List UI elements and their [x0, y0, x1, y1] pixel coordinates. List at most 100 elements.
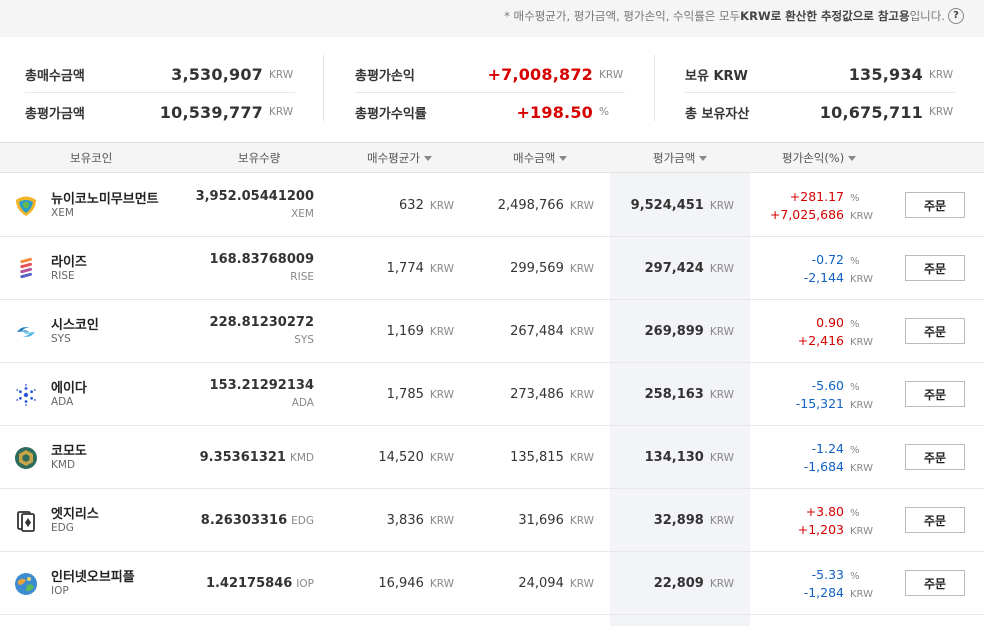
buy-amount-unit: KRW [569, 200, 594, 212]
pnl-rate-value: -1.24 [811, 441, 844, 456]
notice-bold: KRW로 환산한 추정값으로 참고용 [740, 9, 910, 23]
coin-name[interactable]: 코모도 [51, 444, 87, 459]
order-button[interactable]: 주문 [905, 444, 965, 470]
sort-caret-icon [699, 156, 708, 161]
pnl-amount-value: -1,284 [803, 585, 844, 600]
avg-price-unit: KRW [429, 578, 454, 590]
pnl-rate-value: 0.90 [816, 315, 844, 330]
coin-name[interactable]: 엣지리스 [51, 507, 99, 522]
pnl-amount-unit: KRW [850, 400, 873, 411]
holding-qty-value: 3,952.05441200 [195, 189, 314, 204]
header-buy-label: 매수금액 [513, 151, 556, 165]
eval-amount: 297,424 KRW [645, 261, 734, 276]
coin-name[interactable]: 에이다 [51, 381, 87, 396]
coin-name[interactable]: 인터넷오브피플 [51, 570, 135, 585]
buy-amount: 273,486 KRW [510, 387, 594, 402]
pnl-amount-unit: KRW [850, 526, 873, 537]
eval-amount-value: 32,898 [653, 513, 704, 528]
eval-amount: 134,130 KRW [645, 450, 734, 465]
sys-icon [14, 320, 38, 344]
total-buy-value: 3,530,907 [171, 65, 263, 84]
coin-name[interactable]: 시스코인 [51, 318, 99, 333]
avg-price: 16,946 KRW [378, 576, 454, 591]
iop-icon [14, 572, 38, 596]
total-eval-unit: KRW [269, 106, 294, 118]
header-eval[interactable]: 평가금액 [653, 143, 708, 173]
holding-row[interactable]: 뉴이코노미무브먼트 XEM 3,952.05441200 XEM 632 KRW 2,498… [0, 174, 984, 237]
coin-name[interactable]: 라이즈 [51, 255, 87, 270]
holding-row[interactable]: 시스코인 SYS 228.81230272 SYS 1,169 KRW 267,484 KRW… [0, 300, 984, 363]
buy-amount-value: 2,498,766 [497, 198, 564, 213]
coin-name[interactable]: 뉴이코노미무브먼트 [51, 192, 159, 207]
coin-symbol: SYS [51, 333, 71, 345]
order-button[interactable]: 주문 [905, 570, 965, 596]
pnl-amount-value: -2,144 [803, 270, 844, 285]
kmd-icon [14, 446, 38, 470]
holding-qty-unit: ADA [291, 397, 314, 409]
pnl-rate: -1.24% [812, 441, 870, 456]
buy-amount-unit: KRW [569, 452, 594, 464]
total-pnl-label: 총평가손익 [355, 69, 415, 84]
avg-price-value: 1,774 [386, 261, 424, 276]
sort-caret-icon [559, 156, 568, 161]
rise-icon [14, 257, 38, 281]
eval-amount-unit: KRW [709, 200, 734, 212]
notice-prefix: * 매수평균가, 평가금액, 평가손익, 수익률은 모두 [504, 9, 741, 23]
pnl-amount-unit: KRW [850, 589, 873, 600]
header-coin: 보유코인 [70, 151, 113, 165]
xem-icon [14, 194, 38, 218]
eval-amount: 32,898 KRW [654, 513, 734, 528]
krw-value: 135,934 [848, 65, 923, 84]
notice-text: * 매수평균가, 평가금액, 평가손익, 수익률은 모두 KRW로 환산한 추정… [504, 8, 964, 24]
summary-divider [323, 55, 324, 121]
holding-row[interactable]: 코모도 KMD 9.35361321 KMD 14,520 KRW 135,815 KRW 13… [0, 426, 984, 489]
coin-symbol: EDG [51, 522, 74, 534]
holding-row[interactable]: 인터넷오브피플 IOP 1.42175846 IOP 16,946 KRW 24,094 KR… [0, 552, 984, 615]
order-button[interactable]: 주문 [905, 381, 965, 407]
eval-amount-unit: KRW [709, 578, 734, 590]
holding-qty-value: 153.21292134 [209, 378, 314, 393]
pnl-amount-unit: KRW [850, 274, 873, 285]
pnl-rate-value: +3.80 [805, 504, 844, 519]
coin-symbol: IOP [51, 585, 69, 597]
eval-amount-unit: KRW [709, 389, 734, 401]
header-pnl-label: 평가손익(%) [782, 151, 845, 165]
coin-symbol: KMD [51, 459, 76, 471]
pnl-rate-value: -0.72 [811, 252, 844, 267]
header-avg[interactable]: 매수평균가 [367, 143, 432, 173]
avg-price-unit: KRW [429, 389, 454, 401]
eval-column-highlight [610, 173, 750, 626]
header-qty: 보유수량 [238, 151, 281, 165]
holding-row[interactable]: 엣지리스 EDG 8.26303316 EDG 3,836 KRW 31,696 KRW 32,… [0, 489, 984, 552]
holding-qty-value: 9.35361321 [199, 450, 286, 465]
eval-amount: 22,809 KRW [654, 576, 734, 591]
summary-divider [654, 55, 655, 121]
pnl-amount-value: -1,684 [803, 459, 844, 474]
holding-row[interactable]: 에이다 ADA 153.21292134 ADA 1,785 KRW 273,486 KRW 2… [0, 363, 984, 426]
holding-qty-value: 228.81230272 [209, 315, 314, 330]
pnl-rate-value: -5.60 [811, 378, 844, 393]
pnl-amount-unit: KRW [850, 211, 873, 222]
eval-amount: 269,899 KRW [645, 324, 734, 339]
header-buy[interactable]: 매수금액 [513, 143, 568, 173]
pnl-amount: -1,684 KRW [803, 459, 873, 474]
buy-amount-value: 273,486 [510, 387, 564, 402]
total-pnl-row: 총평가손익 +7,008,872 KRW [355, 57, 625, 93]
buy-amount: 299,569 KRW [510, 261, 594, 276]
holding-qty-value: 1.42175846 [205, 576, 293, 591]
order-button[interactable]: 주문 [905, 192, 965, 218]
buy-amount: 267,484 KRW [510, 324, 594, 339]
buy-amount-unit: KRW [569, 263, 594, 275]
order-button[interactable]: 주문 [905, 255, 965, 281]
order-button[interactable]: 주문 [905, 507, 965, 533]
holding-row[interactable]: 라이즈 RISE 168.83768009 RISE 1,774 KRW 299,569 KR… [0, 237, 984, 300]
total-eval-value: 10,539,777 [159, 102, 263, 122]
buy-amount-value: 267,484 [510, 324, 564, 339]
pnl-amount: -15,321 KRW [796, 396, 873, 411]
pnl-amount: +2,416 KRW [798, 333, 873, 348]
holding-qty-unit: SYS [294, 334, 314, 346]
order-button[interactable]: 주문 [905, 318, 965, 344]
help-icon[interactable]: ? [948, 8, 964, 24]
header-pnl[interactable]: 평가손익(%) [782, 143, 857, 173]
total-eval-label: 총평가금액 [25, 106, 85, 122]
